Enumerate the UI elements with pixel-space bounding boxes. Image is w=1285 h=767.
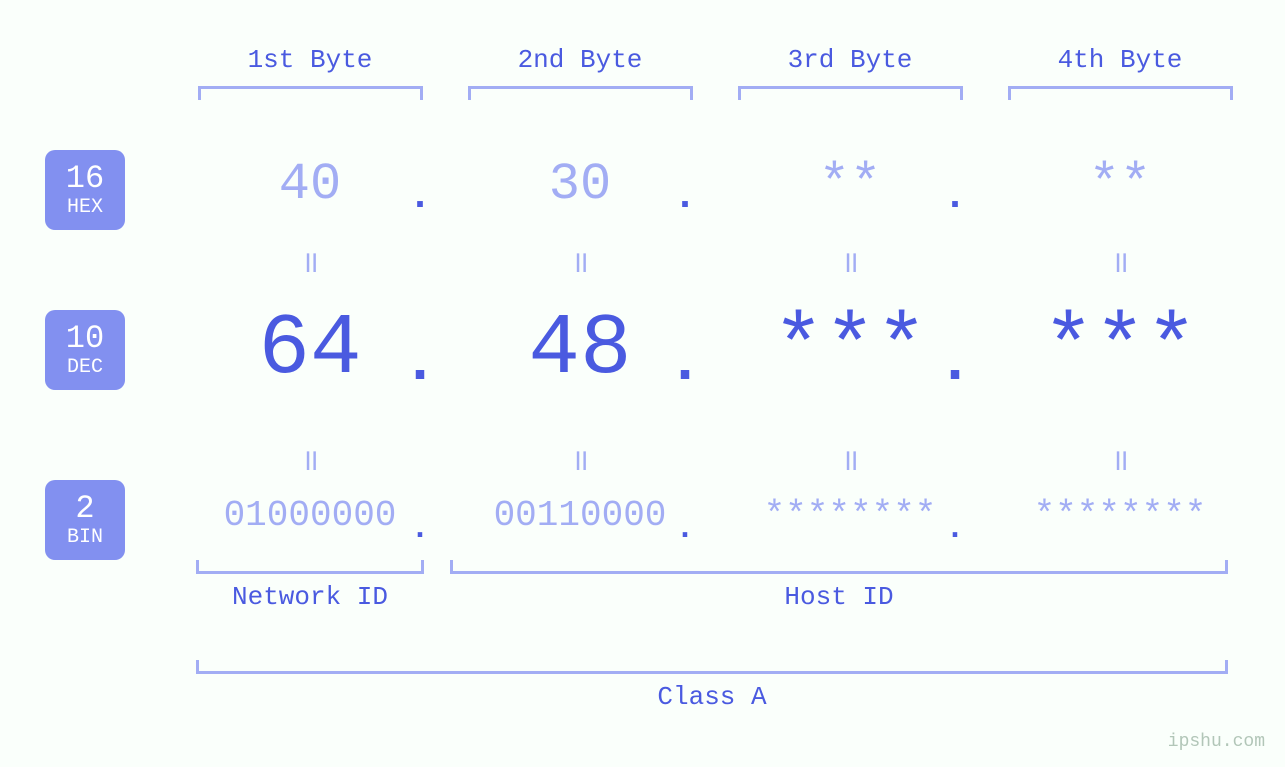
eq-1-3: ॥ [720, 240, 980, 282]
eq-1-2: ॥ [450, 240, 710, 282]
host-id-label: Host ID [450, 582, 1228, 612]
bin-val-4: ******** [990, 495, 1250, 536]
byte-header-2: 2nd Byte [450, 45, 710, 75]
byte-header-4: 4th Byte [990, 45, 1250, 75]
dec-dot-2: . [665, 330, 705, 398]
dec-dot-3: . [935, 330, 975, 398]
host-id-bracket [450, 560, 1228, 574]
bin-dot-3: . [935, 510, 975, 547]
ip-diagram: { "colors": { "badge_bg": "#8290f0", "ba… [0, 0, 1285, 767]
eq-2-4: ॥ [990, 438, 1250, 480]
dec-badge: 10 DEC [45, 310, 125, 390]
bin-badge: 2 BIN [45, 480, 125, 560]
hex-badge: 16 HEX [45, 150, 125, 230]
bin-badge-num: 2 [75, 491, 94, 526]
class-bracket [196, 660, 1228, 674]
hex-val-4: ** [990, 155, 1250, 214]
hex-dot-1: . [400, 175, 440, 220]
eq-2-1: ॥ [180, 438, 440, 480]
hex-dot-3: . [935, 175, 975, 220]
watermark: ipshu.com [1168, 732, 1265, 752]
eq-1-1: ॥ [180, 240, 440, 282]
class-label: Class A [196, 682, 1228, 712]
eq-2-2: ॥ [450, 438, 710, 480]
dec-badge-txt: DEC [67, 357, 103, 379]
hex-badge-num: 16 [66, 161, 104, 196]
eq-1-4: ॥ [990, 240, 1250, 282]
top-bracket-4 [1008, 86, 1233, 100]
top-bracket-2 [468, 86, 693, 100]
dec-badge-num: 10 [66, 321, 104, 356]
bin-dot-1: . [400, 510, 440, 547]
top-bracket-1 [198, 86, 423, 100]
top-bracket-3 [738, 86, 963, 100]
dec-dot-1: . [400, 330, 440, 398]
hex-badge-txt: HEX [67, 197, 103, 219]
bin-badge-txt: BIN [67, 527, 103, 549]
network-id-bracket [196, 560, 424, 574]
bin-dot-2: . [665, 510, 705, 547]
eq-2-3: ॥ [720, 438, 980, 480]
byte-header-1: 1st Byte [180, 45, 440, 75]
hex-dot-2: . [665, 175, 705, 220]
network-id-label: Network ID [196, 582, 424, 612]
dec-val-4: *** [990, 300, 1250, 398]
byte-header-3: 3rd Byte [720, 45, 980, 75]
